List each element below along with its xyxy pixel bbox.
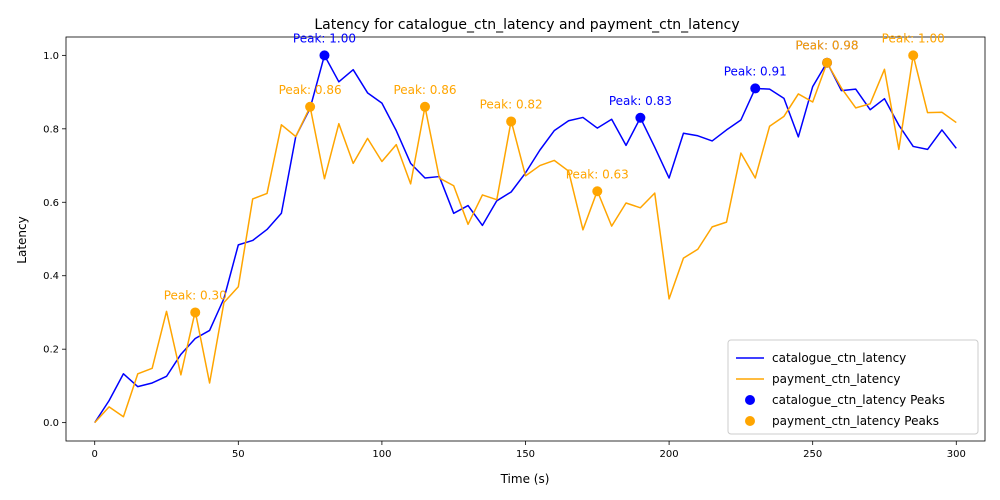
y-tick-label: 0.2 [43, 345, 59, 356]
peak-label: Peak: 0.82 [480, 97, 543, 111]
y-tick-label: 1.0 [43, 51, 59, 62]
y-axis-label: Latency [15, 216, 29, 263]
peak-label: Peak: 1.00 [882, 31, 945, 45]
peak-point [822, 57, 833, 68]
legend-box [727, 339, 979, 435]
peak-label: Peak: 0.98 [796, 39, 859, 53]
y-tick-label: 0.0 [43, 418, 59, 429]
legend: catalogue_ctn_latency payment_ctn_latency… [727, 339, 979, 435]
legend-marker-swatch [745, 395, 755, 405]
x-tick-label: 200 [660, 449, 679, 460]
x-tick-label: 300 [947, 449, 966, 460]
legend-entry-label: catalogue_ctn_latency Peaks [772, 393, 945, 407]
legend-entry-label: payment_ctn_latency [772, 372, 900, 386]
peak-label: Peak: 0.86 [279, 83, 342, 97]
peak-label: Peak: 1.00 [293, 31, 356, 45]
peak-label: Peak: 0.30 [164, 288, 227, 302]
series-lines [94, 54, 957, 424]
y-tick-label: 0.4 [43, 271, 59, 282]
x-tick-label: 150 [516, 449, 535, 460]
legend-entry-label: payment_ctn_latency Peaks [772, 414, 939, 428]
peak-point [908, 50, 919, 61]
legend-marker-swatch [745, 416, 755, 426]
x-tick-label: 0 [92, 449, 98, 460]
peak-label: Peak: 0.63 [566, 167, 629, 181]
series-line-payment_ctn_latency [94, 54, 957, 424]
x-axis-label: Time (s) [500, 472, 550, 486]
x-tick-label: 250 [803, 449, 822, 460]
y-tick-label: 0.8 [43, 124, 59, 135]
peak-point [319, 50, 330, 61]
peak-point [592, 186, 603, 197]
peak-point [635, 112, 646, 123]
x-tick-label: 50 [232, 449, 245, 460]
peak-point [190, 307, 201, 318]
peak-label: Peak: 0.86 [393, 83, 456, 97]
peak-label: Peak: 0.91 [724, 64, 787, 78]
y-tick-label: 0.6 [43, 198, 59, 209]
peak-label: Peak: 0.98 [796, 39, 859, 53]
x-axis: 0 50 100 150 200 250 300 [92, 441, 966, 460]
y-axis: 0.0 0.2 0.4 0.6 0.8 1.0 [43, 51, 66, 429]
peak-point [419, 101, 430, 112]
peak-label: Peak: 0.83 [609, 94, 672, 108]
peak-markers: Peak: 1.00 Peak: 0.83 Peak: 0.91 Peak: 0.98… [164, 31, 945, 318]
x-tick-label: 100 [372, 449, 391, 460]
peak-point [750, 83, 761, 94]
legend-entry-label: catalogue_ctn_latency [772, 351, 906, 365]
chart-title: Latency for catalogue_ctn_latency and pa… [314, 17, 739, 33]
peak-point [506, 116, 517, 127]
peak-point [305, 101, 316, 112]
